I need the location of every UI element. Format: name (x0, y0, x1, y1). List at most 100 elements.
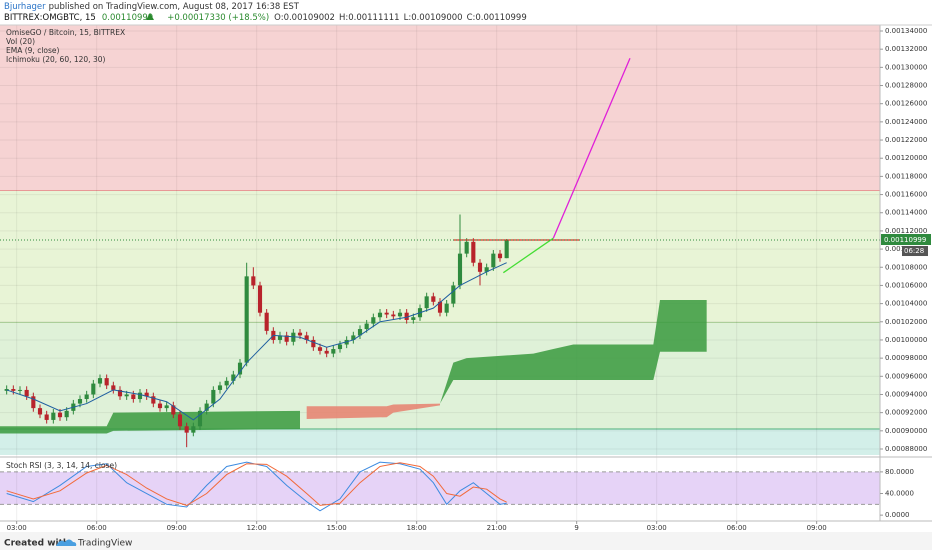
candle-body (284, 335, 289, 342)
brand-logo (56, 539, 77, 546)
candle-body (184, 426, 189, 433)
zone (0, 25, 880, 191)
candle-body (504, 240, 509, 259)
candle-body (4, 389, 9, 391)
candle-body (377, 312, 383, 318)
candle-body (151, 396, 156, 404)
y-tick-label: 0.00102000 (885, 318, 927, 326)
x-tick-label: 03:00 (647, 524, 667, 532)
y-tick-label: 0.00088000 (885, 445, 927, 453)
chart-title: OmiseGO / Bitcoin, 15, BITTREX (6, 28, 125, 37)
candle-body (24, 389, 29, 397)
candle-body (51, 412, 56, 420)
stoch-band (0, 471, 880, 505)
quote-open: O:0.00109002 (274, 13, 335, 23)
candle-body (251, 276, 256, 286)
candle-body (91, 383, 96, 395)
candle-body (357, 329, 363, 336)
up-arrow-icon (146, 13, 154, 20)
y-tick-label: 0.00134000 (885, 27, 927, 35)
candle-body (64, 410, 69, 418)
quote-low: L:0.00109000 (404, 13, 463, 23)
y-tick-label: 0.00112000 (885, 227, 927, 235)
candle-body (124, 394, 129, 397)
price-badge-label: 0.00110999 (884, 236, 926, 244)
x-tick-label: 21:00 (487, 524, 507, 532)
footer-created: Created with (4, 539, 69, 549)
candle-body (364, 323, 369, 330)
x-tick-label: 03:00 (7, 524, 27, 532)
ichimoku-cloud (0, 410, 300, 434)
quote-line: BITTREX:OMGBTC, 15 0.00110999 +0.00017330 … (4, 13, 527, 23)
stoch-line (6, 462, 507, 506)
candle-body (244, 276, 249, 363)
y-tick-label: 0.00096000 (885, 372, 927, 380)
countdown-badge (902, 246, 928, 257)
y-tick-label: 0.00120000 (885, 154, 927, 162)
candle-body (451, 285, 456, 304)
x-tick-label: 06:00 (727, 524, 747, 532)
y-tick-label: 80.0000 (885, 468, 914, 476)
y-tick-label: 0.00108000 (885, 263, 927, 271)
candle-body (37, 408, 43, 415)
candle-body (44, 414, 49, 420)
candle-body (484, 267, 489, 272)
candle-body (257, 285, 263, 313)
candle-body (84, 394, 89, 400)
y-tick-label: 0.00114000 (885, 209, 927, 217)
candle-body (351, 335, 356, 340)
candle-body (397, 312, 403, 317)
candle-body (191, 426, 196, 433)
stoch-line (6, 461, 507, 512)
zone (0, 322, 880, 430)
candle-body (391, 314, 396, 317)
ichimoku-cloud (440, 299, 707, 404)
candle-body (444, 303, 449, 313)
candle-body (157, 403, 163, 409)
candle-body (311, 339, 316, 348)
candle-body (431, 296, 436, 302)
y-tick-label: 0.0000 (885, 511, 910, 519)
candle-body (277, 335, 283, 340)
candle-body (331, 349, 336, 354)
candle-body (337, 344, 343, 350)
stoch-title: Stoch RSI (3, 3, 14, 14, close) (6, 461, 117, 470)
trend-drawing (552, 58, 631, 239)
y-tick-label: 0.00132000 (885, 45, 927, 53)
x-tick-label: 09:00 (807, 524, 827, 532)
x-tick-label: 15:00 (327, 524, 347, 532)
candle-body (424, 296, 429, 309)
candle-body (384, 312, 389, 315)
candle-body (304, 335, 309, 340)
candle-body (224, 380, 229, 386)
candle-body (464, 241, 469, 254)
candle-body (177, 414, 183, 427)
candle-body (324, 350, 329, 354)
candle-body (11, 389, 16, 391)
candle-body (97, 378, 103, 384)
indicator-label: EMA (9, close) (6, 46, 60, 55)
y-tick-label: 0.00128000 (885, 82, 927, 90)
trend-drawing (502, 237, 554, 274)
indicator-label: Vol (20) (6, 37, 35, 46)
y-tick-label: 0.00116000 (885, 191, 927, 199)
last-price: 0.00110999 (102, 13, 153, 23)
y-tick-label: 0.00124000 (885, 118, 927, 126)
candle-body (437, 301, 443, 313)
candle-body (197, 410, 203, 427)
candle-body (17, 389, 23, 391)
y-tick-label: 0.00098000 (885, 354, 927, 362)
y-tick-label: 40.0000 (885, 490, 914, 498)
author: Bjurhager (4, 2, 46, 12)
x-tick-label: 12:00 (247, 524, 267, 532)
ichimoku-cloud (306, 403, 440, 420)
symbol: BITTREX:OMGBTC, 15 (4, 13, 96, 23)
candle-body (457, 253, 463, 286)
candle-body (497, 253, 503, 259)
candle-body (317, 347, 323, 351)
y-tick-label: 0.00100000 (885, 336, 927, 344)
candle-body (371, 317, 376, 324)
y-tick-label: 0.00122000 (885, 136, 927, 144)
quote-close: C:0.00110999 (467, 13, 527, 23)
